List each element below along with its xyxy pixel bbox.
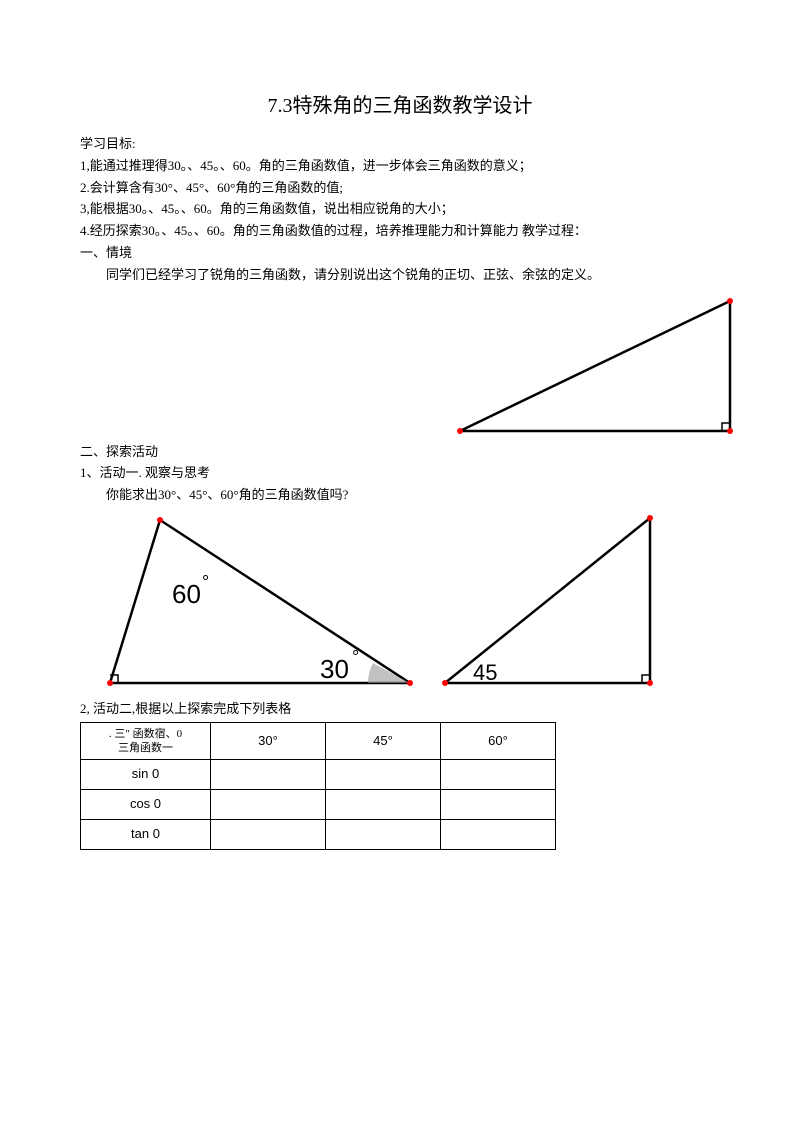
section-1-text: 同学们已经学习了锐角的三角函数，请分别说出这个锐角的正切、正弦、余弦的定义。 — [80, 265, 720, 286]
figure-1-area — [80, 291, 720, 441]
objective-3: 3,能根据30。、45。、60。角的三角函数值，说出相应锐角的大小； — [80, 199, 720, 220]
objective-4: 4.经历探索30。、45。、60。角的三角函数值的过程，培养推理能力和计算能力 … — [80, 221, 720, 242]
col-60: 60° — [441, 722, 556, 760]
cell-cos-60 — [441, 790, 556, 820]
cell-tan-30 — [211, 819, 326, 849]
triangle-45: 45 — [435, 508, 665, 693]
col-30: 30° — [211, 722, 326, 760]
col-45: 45° — [326, 722, 441, 760]
activity-2-heading: 2, 活动二,根据以上探索完成下列表格 — [80, 699, 720, 720]
svg-text:30: 30 — [320, 654, 349, 684]
svg-text:°: ° — [352, 647, 359, 667]
table-corner: . 三" 函数宿、0 三角函数一 — [81, 722, 211, 760]
svg-text:60: 60 — [172, 579, 201, 609]
cell-tan-60 — [441, 819, 556, 849]
triangle-1 — [450, 291, 740, 441]
row-sin-head: sin 0 — [81, 760, 211, 790]
section-2-heading: 二、探索活动 — [80, 442, 720, 463]
corner-line-1: . 三" 函数宿、0 — [89, 727, 202, 741]
trig-table: . 三" 函数宿、0 三角函数一 30° 45° 60° sin 0 cos 0… — [80, 722, 556, 850]
cell-tan-45 — [326, 819, 441, 849]
cell-sin-30 — [211, 760, 326, 790]
activity-1-heading: 1、活动一. 观察与思考 — [80, 463, 720, 484]
objective-1: 1,能通过推理得30。、45。、60。角的三角函数值，进一步体会三角函数的意义； — [80, 156, 720, 177]
figure-2-area: 60°30° 45 — [80, 508, 720, 698]
cell-sin-45 — [326, 760, 441, 790]
corner-line-2: 三角函数一 — [89, 741, 202, 755]
section-1-heading: 一、情境 — [80, 243, 720, 264]
row-tan-head: tan 0 — [81, 819, 211, 849]
page-title: 7.3特殊角的三角函数教学设计 — [80, 90, 720, 122]
svg-text:45: 45 — [473, 660, 497, 685]
objectives-heading: 学习目标: — [80, 134, 720, 155]
cell-cos-30 — [211, 790, 326, 820]
objective-2: 2.会计算含有30°、45°、60°角的三角函数的值; — [80, 178, 720, 199]
row-cos-head: cos 0 — [81, 790, 211, 820]
cell-sin-60 — [441, 760, 556, 790]
activity-1-question: 你能求出30°、45°、60°角的三角函数值吗? — [80, 485, 720, 506]
cell-cos-45 — [326, 790, 441, 820]
svg-text:°: ° — [202, 572, 209, 592]
triangle-30-60: 60°30° — [100, 508, 420, 693]
